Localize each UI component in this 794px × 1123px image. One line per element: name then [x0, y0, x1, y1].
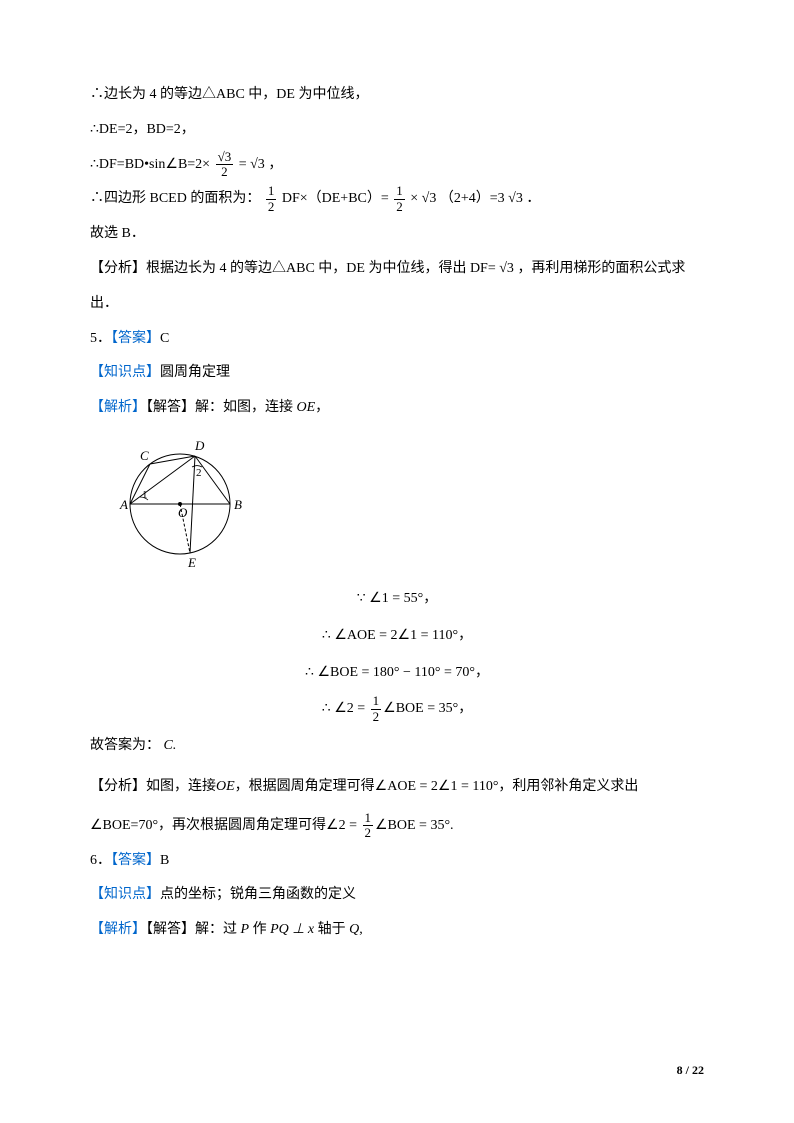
label-angle2: 2 — [196, 467, 202, 479]
text-line: 出． — [90, 289, 704, 320]
math-line: ∴ ∠2 = 12∠BOE = 35°， — [90, 694, 704, 725]
fraction: 12 — [266, 184, 277, 214]
label-E: E — [187, 555, 196, 570]
answer-line: 5．【答案】C — [90, 324, 704, 355]
text-line: ∴DF=BD•sin∠B=2× √32 = √3 ， — [90, 150, 704, 181]
knowledge-line: 【知识点】圆周角定理 — [90, 358, 704, 389]
math-line: ∴ ∠AOE = 2∠1 = 110°， — [90, 621, 704, 652]
label-C: C — [140, 448, 149, 463]
answer-line: 6．【答案】B — [90, 846, 704, 877]
text-line: 故答案为： C. — [90, 731, 704, 762]
text-line: ∴DE=2，BD=2， — [90, 115, 704, 146]
math-line: ∵ ∠1 = 55°， — [90, 584, 704, 615]
fraction: 12 — [394, 184, 405, 214]
knowledge-line: 【知识点】点的坐标；锐角三角函数的定义 — [90, 880, 704, 911]
label-O: O — [178, 505, 188, 520]
page-footer: 8 / 22 — [677, 1057, 704, 1083]
explain-line: 【解析】【解答】解：如图，连接 OE， — [90, 393, 704, 424]
fraction: 12 — [371, 694, 382, 724]
text-line: ∴四边形 BCED 的面积为： 12 DF×（DE+BC）= 12 × √3 （… — [90, 184, 704, 215]
text-line: 故选 B． — [90, 219, 704, 250]
circle-diagram: A B C D E O 1 2 — [110, 434, 250, 574]
fraction: √32 — [216, 150, 234, 180]
text-line: ∴边长为 4 的等边△ABC 中，DE 为中位线， — [90, 80, 704, 111]
analysis-line: 【分析】如图，连接OE，根据圆周角定理可得∠AOE = 2∠1 = 110°，利… — [90, 772, 704, 803]
text-line: ∠BOE=70°，再次根据圆周角定理可得∠2 = 12∠BOE = 35°. — [90, 811, 704, 842]
label-A: A — [119, 497, 128, 512]
label-D: D — [194, 438, 205, 453]
explain-line: 【解析】【解答】解：过 P 作 PQ ⊥ x 轴于 Q, — [90, 915, 704, 946]
fraction: 12 — [363, 811, 374, 841]
analysis-line: 【分析】根据边长为 4 的等边△ABC 中，DE 为中位线，得出 DF= √3 … — [90, 254, 704, 285]
label-B: B — [234, 497, 242, 512]
math-line: ∴ ∠BOE = 180° − 110° = 70°， — [90, 658, 704, 689]
